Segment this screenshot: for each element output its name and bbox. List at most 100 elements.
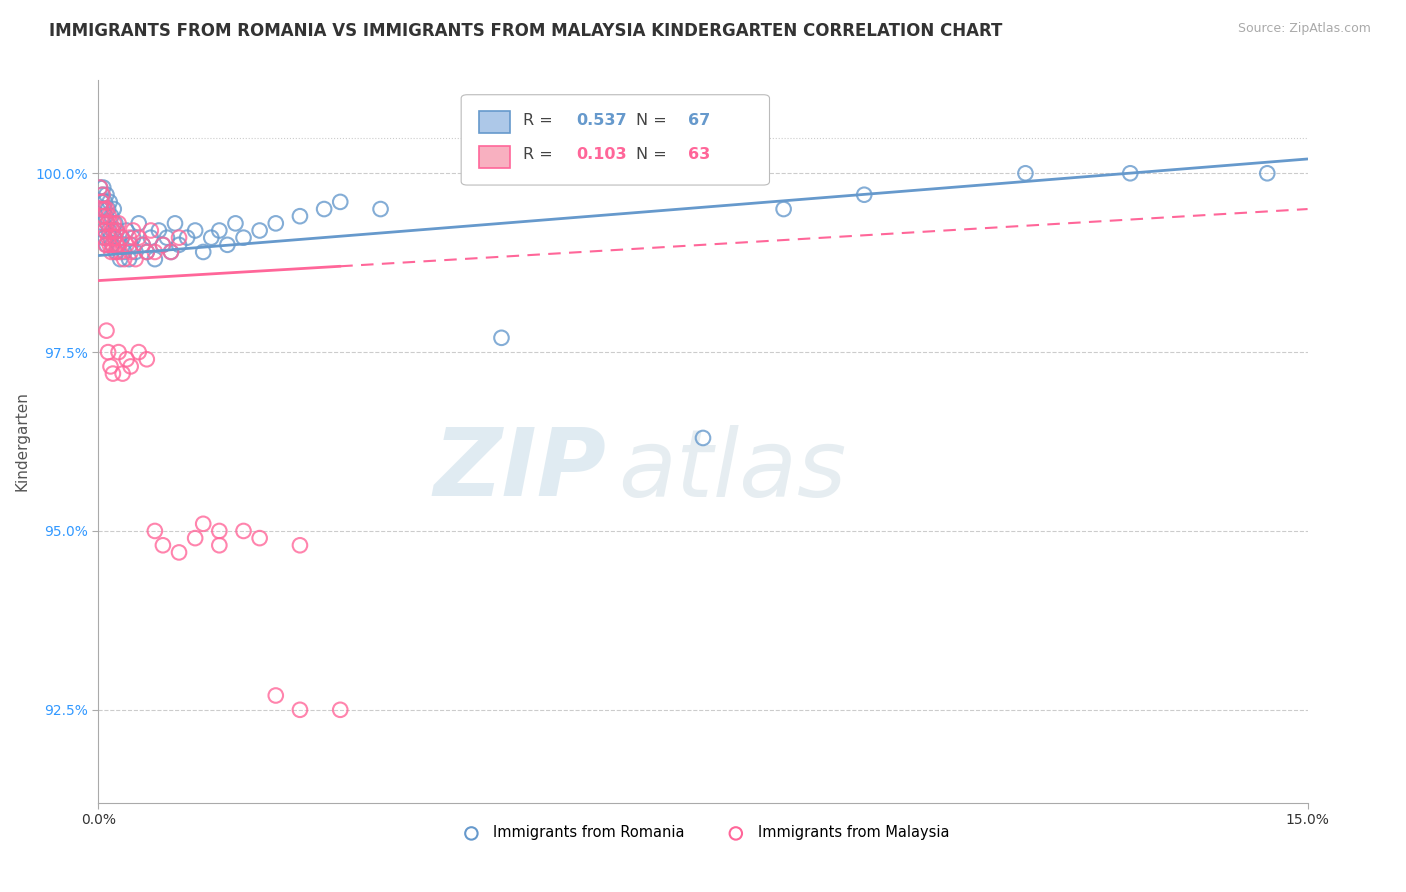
Point: [94, 209, 117, 223]
Point: [128, 345, 150, 359]
Point: [208, 223, 231, 237]
Text: R =: R =: [523, 147, 558, 162]
Point: [143, 244, 166, 259]
Point: [98, 237, 121, 252]
Text: N =: N =: [637, 147, 672, 162]
Point: [104, 216, 127, 230]
Point: [163, 216, 186, 230]
Point: [128, 230, 150, 244]
Point: [264, 689, 287, 703]
Point: [97, 223, 120, 237]
Point: [132, 237, 155, 252]
FancyBboxPatch shape: [479, 112, 509, 133]
Point: [772, 202, 794, 216]
Point: [91, 187, 114, 202]
Point: [200, 230, 222, 244]
Point: [329, 194, 352, 209]
Point: [105, 244, 128, 259]
Point: [100, 230, 122, 244]
Point: [101, 237, 124, 252]
Point: [491, 331, 513, 345]
Point: [96, 202, 118, 216]
Point: [249, 223, 271, 237]
Point: [89, 180, 111, 194]
Point: [107, 237, 129, 252]
Point: [176, 230, 198, 244]
Point: [105, 223, 128, 237]
Point: [103, 230, 125, 244]
Point: [264, 216, 287, 230]
Point: [124, 244, 146, 259]
Text: Source: ZipAtlas.com: Source: ZipAtlas.com: [1237, 22, 1371, 36]
Point: [193, 244, 215, 259]
Text: N =: N =: [637, 112, 672, 128]
Point: [160, 244, 183, 259]
Point: [96, 216, 118, 230]
Point: [288, 703, 311, 717]
Text: ZIP: ZIP: [433, 425, 606, 516]
Point: [100, 209, 122, 223]
Point: [152, 237, 174, 252]
Point: [143, 252, 166, 266]
Point: [108, 244, 131, 259]
Point: [101, 223, 124, 237]
Point: [98, 194, 121, 209]
Point: [108, 252, 131, 266]
Point: [94, 230, 117, 244]
Point: [100, 359, 122, 374]
Point: [208, 538, 231, 552]
Point: [90, 194, 112, 209]
Point: [90, 202, 112, 216]
Point: [692, 431, 714, 445]
Point: [135, 244, 157, 259]
Point: [96, 216, 118, 230]
Point: [139, 223, 162, 237]
Point: [152, 237, 174, 252]
Point: [103, 230, 125, 244]
Point: [167, 230, 190, 244]
Point: [101, 223, 124, 237]
Point: [93, 202, 115, 216]
Point: [232, 230, 254, 244]
Point: [91, 209, 114, 223]
Point: [160, 244, 183, 259]
Point: [208, 524, 231, 538]
Point: [184, 531, 207, 545]
Point: [314, 202, 336, 216]
Point: [107, 345, 129, 359]
Point: [115, 237, 138, 252]
Point: [224, 216, 246, 230]
Point: [89, 180, 111, 194]
Point: [101, 237, 124, 252]
Point: [111, 367, 134, 381]
Point: [97, 230, 120, 244]
Point: [124, 252, 146, 266]
Point: [90, 194, 112, 209]
Point: [93, 223, 115, 237]
Point: [112, 252, 135, 266]
Point: [167, 237, 190, 252]
Text: atlas: atlas: [619, 425, 846, 516]
Point: [288, 538, 311, 552]
Point: [184, 223, 207, 237]
Point: [97, 202, 120, 216]
Point: [101, 367, 124, 381]
Point: [139, 230, 162, 244]
Point: [217, 237, 239, 252]
Point: [100, 216, 122, 230]
Point: [115, 223, 138, 237]
Point: [96, 187, 118, 202]
Point: [128, 216, 150, 230]
Point: [329, 703, 352, 717]
Point: [152, 538, 174, 552]
Point: [135, 352, 157, 367]
Legend: Immigrants from Romania, Immigrants from Malaysia: Immigrants from Romania, Immigrants from…: [451, 820, 955, 847]
Point: [167, 545, 190, 559]
Point: [111, 230, 134, 244]
Point: [370, 202, 392, 216]
Point: [96, 237, 118, 252]
Point: [1119, 166, 1142, 180]
Text: R =: R =: [523, 112, 558, 128]
Point: [118, 252, 141, 266]
Text: IMMIGRANTS FROM ROMANIA VS IMMIGRANTS FROM MALAYSIA KINDERGARTEN CORRELATION CHA: IMMIGRANTS FROM ROMANIA VS IMMIGRANTS FR…: [49, 22, 1002, 40]
